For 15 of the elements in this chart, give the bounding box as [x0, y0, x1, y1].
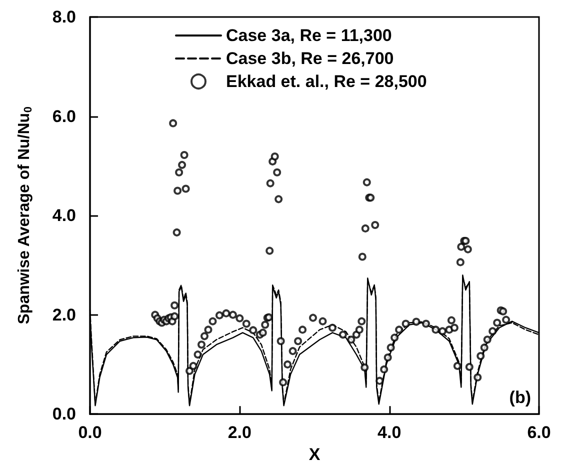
x-tick-label: 2.0: [228, 423, 252, 442]
y-tick-label: 0.0: [52, 404, 76, 424]
legend-label: Case 3a, Re = 11,300: [226, 26, 392, 45]
legend-label: Case 3b, Re = 26,700: [226, 49, 394, 68]
x-tick-label: 6.0: [527, 423, 551, 442]
legend-label: Ekkad et. al., Re = 28,500: [226, 72, 427, 91]
x-tick-label: 4.0: [378, 423, 402, 442]
y-tick-label: 4.0: [52, 206, 76, 226]
y-tick-label: 8.0: [52, 8, 76, 26]
x-axis-title: X: [308, 445, 321, 464]
y-tick-label: 6.0: [52, 106, 76, 126]
annotation: (b): [509, 388, 532, 407]
x-tick-label: 0.0: [78, 423, 102, 442]
y-tick-label: 2.0: [52, 305, 76, 324]
y-axis-title: Spanwise Average of Nu/Nu0: [16, 106, 34, 324]
